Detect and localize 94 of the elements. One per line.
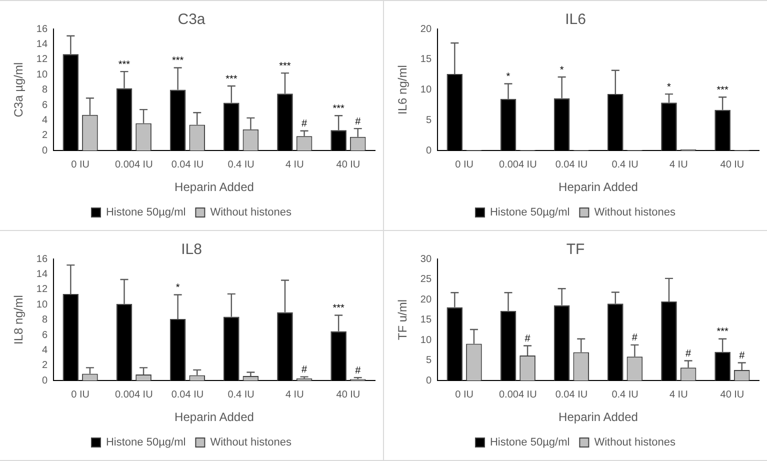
legend-label: Without histones [594,436,676,449]
x-axis-title: Heparin Added [174,180,254,194]
annotation: # [524,333,531,344]
y-tick-label: 8 [42,84,48,96]
x-tick-label: 0.4 IU [612,389,638,400]
y-tick-label: 12 [36,284,48,296]
y-tick-label: 6 [42,330,48,341]
legend-label: Without histones [210,206,292,219]
annotation: # [301,118,308,130]
x-tick-label: 0.004 IU [498,159,537,170]
y-tick-label: 25 [420,274,432,286]
y-tick-label: 0 [42,145,48,156]
annotation: *** [279,60,291,72]
chart-title: TF [566,241,585,258]
y-tick-label: 6 [42,100,48,111]
annotation: * [667,82,672,93]
y-tick-label: 2 [42,360,48,372]
y-tick-label: 10 [36,299,48,310]
chart-title: IL8 [181,241,202,258]
x-tick-label: 0.04 IU [555,389,588,400]
y-tick-label: 16 [36,24,48,35]
x-tick-label: 0 IU [71,389,90,400]
x-tick-label: 0 IU [455,389,474,400]
x-axis-title: Heparin Added [558,410,638,424]
y-tick-label: 14 [36,268,48,280]
x-tick-label: 0.04 IU [171,389,204,400]
annotation: * [506,71,510,82]
y-axis-title: IL6 ng/ml [396,65,410,114]
x-tick-label: 40 IU [336,389,360,400]
annotation: # [739,350,746,362]
y-axis-title: IL8 ng/ml [12,295,26,344]
x-tick-label: 4 IU [669,389,688,400]
x-tick-label: 0.4 IU [612,159,638,170]
y-tick-label: 0 [42,375,48,386]
x-tick-label: 4 IU [285,389,304,400]
y-tick-label: 15 [420,54,432,66]
annotation: *** [716,326,729,338]
y-tick-label: 4 [42,114,48,126]
annotation: *** [226,74,238,85]
y-tick-label: 8 [42,314,48,326]
y-tick-label: 2 [42,130,48,142]
y-tick-label: 30 [420,254,432,265]
x-tick-label: 0.4 IU [228,159,254,170]
annotation: *** [118,59,130,70]
chart-title: IL6 [565,11,586,28]
legend-label: Histone 50µg/ml [490,206,570,219]
x-tick-label: 40 IU [720,389,744,400]
annotation: * [560,64,564,76]
annotation: *** [332,103,345,114]
y-tick-label: 5 [426,355,432,366]
y-tick-label: 16 [36,254,48,265]
x-tick-label: 4 IU [669,159,688,170]
x-tick-label: 40 IU [336,159,360,170]
y-tick-label: 0 [426,375,432,386]
y-tick-label: 10 [420,334,432,346]
x-tick-label: 0.004 IU [114,389,153,400]
y-tick-label: 0 [426,145,432,156]
annotation: # [685,348,692,360]
annotation: # [355,365,362,376]
legend-label: Histone 50µg/ml [490,436,570,449]
x-tick-label: 0 IU [455,159,474,170]
legend-label: Without histones [594,206,676,219]
y-tick-label: 12 [36,54,48,66]
y-tick-label: 20 [420,24,432,35]
x-tick-label: 0.004 IU [114,159,153,170]
legend-label: Without histones [210,436,292,449]
y-tick-label: 10 [420,84,432,96]
annotation: *** [172,56,184,67]
y-tick-label: 4 [42,344,48,356]
annotation: # [632,332,638,344]
x-tick-label: 0.04 IU [171,159,204,170]
x-tick-label: 0.04 IU [555,159,588,170]
x-tick-label: 40 IU [720,159,744,170]
annotation: * [176,282,180,294]
y-tick-label: 10 [36,69,48,80]
annotation: *** [332,302,345,314]
y-tick-label: 20 [420,294,432,306]
chart-title: C3a [178,11,206,28]
legend-label: Histone 50µg/ml [106,206,186,219]
annotation: # [355,116,362,128]
x-axis-title: Heparin Added [174,410,254,424]
y-axis-title: C3a µg/ml [12,62,26,118]
x-tick-label: 0 IU [71,159,90,170]
x-axis-title: Heparin Added [558,180,638,194]
annotation: # [301,364,308,376]
annotation: *** [716,84,729,96]
x-tick-label: 0.004 IU [498,389,537,400]
legend-label: Histone 50µg/ml [106,436,186,449]
y-tick-label: 5 [426,114,432,126]
y-tick-label: 14 [36,38,48,50]
x-tick-label: 0.4 IU [228,389,254,400]
x-tick-label: 4 IU [285,159,304,170]
y-axis-title: TF u/ml [396,299,410,340]
y-tick-label: 15 [420,314,432,326]
